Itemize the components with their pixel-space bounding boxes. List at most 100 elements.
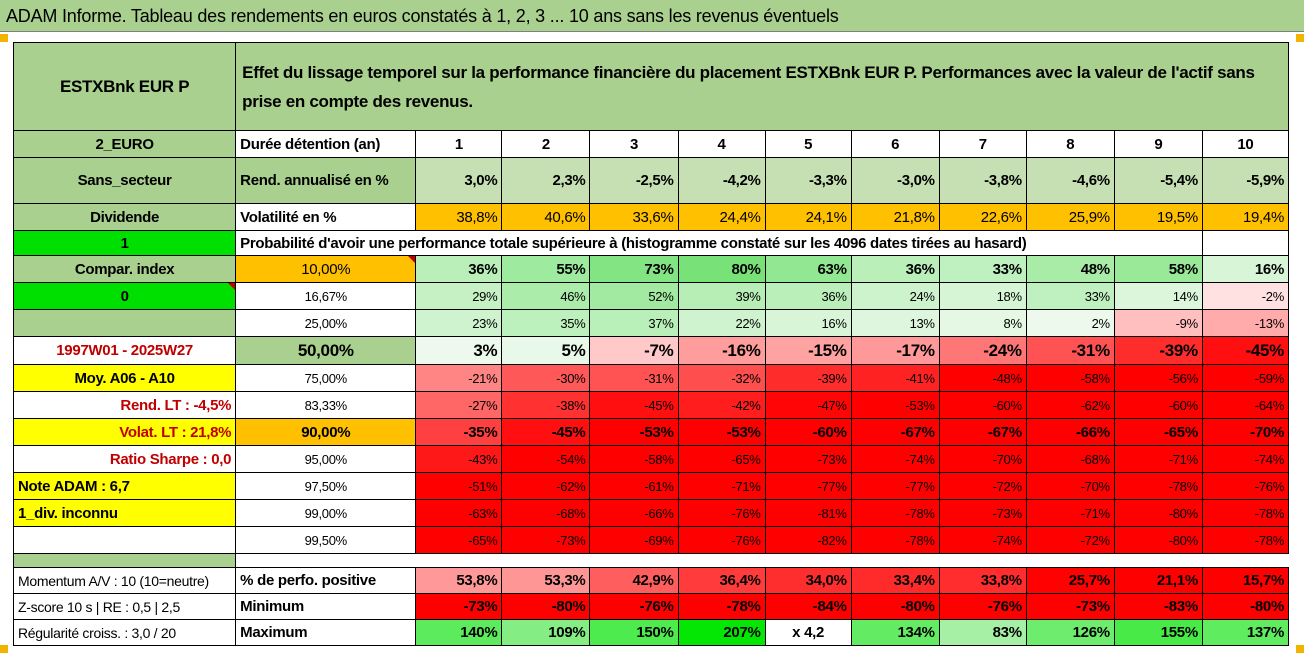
duration-header[interactable]: 1 — [415, 130, 503, 158]
quantile-value-cell[interactable]: -27% — [415, 391, 503, 419]
volatility-cell[interactable]: 24,4% — [677, 203, 766, 231]
quantile-value-cell[interactable]: -41% — [850, 364, 940, 392]
quantile-value-cell[interactable]: -39% — [764, 364, 852, 392]
quantile-value-cell[interactable]: -47% — [764, 391, 852, 419]
quantile-value-cell[interactable]: -68% — [1025, 445, 1115, 473]
stat-cell[interactable]: 33,4% — [850, 567, 940, 594]
row-side-label[interactable]: Compar. index — [12, 255, 237, 283]
annual-return-cell[interactable]: -2,5% — [589, 157, 679, 204]
volatility-cell[interactable]: 40,6% — [501, 203, 591, 231]
quantile-value-cell[interactable]: 33% — [938, 255, 1027, 283]
duration-header[interactable]: 10 — [1201, 130, 1290, 158]
quantile-value-cell[interactable]: -51% — [415, 472, 503, 500]
quantile-cell[interactable]: 97,50% — [235, 472, 417, 500]
stat-cell[interactable]: 25,7% — [1025, 567, 1115, 594]
row-side-label[interactable]: Dividende — [12, 203, 237, 231]
quantile-cell[interactable]: 99,50% — [235, 526, 417, 554]
quantile-value-cell[interactable]: -77% — [850, 472, 940, 500]
quantile-value-cell[interactable]: 36% — [764, 282, 852, 310]
row-label[interactable]: Durée détention (an) — [235, 130, 417, 158]
quantile-value-cell[interactable]: -58% — [589, 445, 679, 473]
duration-header[interactable]: 5 — [764, 130, 852, 158]
spacer-cell[interactable] — [12, 553, 237, 568]
stat-cell[interactable]: 134% — [850, 619, 940, 646]
quantile-value-cell[interactable]: -81% — [764, 499, 852, 527]
stat-cell[interactable]: -80% — [1201, 593, 1290, 620]
quantile-value-cell[interactable]: 55% — [501, 255, 591, 283]
quantile-value-cell[interactable]: -60% — [938, 391, 1027, 419]
row-side-label[interactable]: Z-score 10 s | RE : 0,5 | 2,5 — [12, 593, 237, 620]
quantile-value-cell[interactable]: 36% — [850, 255, 940, 283]
row-side-label[interactable] — [12, 309, 237, 337]
quantile-value-cell[interactable]: 18% — [938, 282, 1027, 310]
quantile-value-cell[interactable]: -76% — [677, 526, 766, 554]
row-side-label[interactable]: Note ADAM : 6,7 — [12, 472, 237, 500]
quantile-value-cell[interactable]: 48% — [1025, 255, 1115, 283]
quantile-cell[interactable]: 83,33% — [235, 391, 417, 419]
row-side-label[interactable]: Volat. LT : 21,8% — [12, 418, 237, 446]
quantile-value-cell[interactable]: -35% — [415, 418, 503, 446]
annual-return-cell[interactable]: -3,3% — [764, 157, 852, 204]
duration-header[interactable]: 8 — [1025, 130, 1115, 158]
quantile-value-cell[interactable]: -53% — [589, 418, 679, 446]
quantile-value-cell[interactable]: -80% — [1113, 499, 1203, 527]
row-side-label[interactable]: Moy. A06 - A10 — [12, 364, 237, 392]
quantile-value-cell[interactable]: -76% — [1201, 472, 1290, 500]
stat-cell[interactable]: 109% — [501, 619, 591, 646]
annual-return-cell[interactable]: 2,3% — [501, 157, 591, 204]
quantile-value-cell[interactable]: -65% — [1113, 418, 1203, 446]
stat-cell[interactable]: 83% — [938, 619, 1027, 646]
quantile-value-cell[interactable]: 22% — [677, 309, 766, 337]
row-label[interactable]: Volatilité en % — [235, 203, 417, 231]
quantile-value-cell[interactable]: -24% — [938, 336, 1027, 365]
quantile-value-cell[interactable]: -15% — [764, 336, 852, 365]
quantile-value-cell[interactable]: 33% — [1025, 282, 1115, 310]
quantile-value-cell[interactable]: -2% — [1201, 282, 1290, 310]
quantile-value-cell[interactable]: -53% — [850, 391, 940, 419]
stat-cell[interactable]: 53,8% — [415, 567, 503, 594]
row-side-label[interactable]: Sans_secteur — [12, 157, 237, 204]
fund-description[interactable]: Effet du lissage temporel sur la perform… — [235, 42, 1289, 131]
quantile-value-cell[interactable]: -68% — [501, 499, 591, 527]
stat-cell[interactable]: 53,3% — [501, 567, 591, 594]
quantile-value-cell[interactable]: 73% — [589, 255, 679, 283]
quantile-value-cell[interactable]: -73% — [938, 499, 1027, 527]
quantile-value-cell[interactable]: -71% — [1113, 445, 1203, 473]
empty-cell[interactable] — [1201, 230, 1290, 256]
quantile-value-cell[interactable]: 29% — [415, 282, 503, 310]
volatility-cell[interactable]: 33,6% — [589, 203, 679, 231]
quantile-value-cell[interactable]: -45% — [1201, 336, 1290, 365]
quantile-value-cell[interactable]: -64% — [1201, 391, 1290, 419]
row-label[interactable]: Maximum — [235, 619, 417, 646]
quantile-value-cell[interactable]: 3% — [415, 336, 503, 365]
row-side-label[interactable] — [12, 526, 237, 554]
quantile-value-cell[interactable]: -31% — [1025, 336, 1115, 365]
quantile-cell[interactable]: 16,67% — [235, 282, 417, 310]
quantile-value-cell[interactable]: 8% — [938, 309, 1027, 337]
quantile-value-cell[interactable]: 35% — [501, 309, 591, 337]
quantile-value-cell[interactable]: -70% — [1201, 418, 1290, 446]
quantile-value-cell[interactable]: -31% — [589, 364, 679, 392]
volatility-cell[interactable]: 24,1% — [764, 203, 852, 231]
quantile-value-cell[interactable]: -72% — [1025, 526, 1115, 554]
row-side-label[interactable]: 1997W01 - 2025W27 — [12, 336, 237, 365]
quantile-value-cell[interactable]: -71% — [1025, 499, 1115, 527]
quantile-cell[interactable]: 75,00% — [235, 364, 417, 392]
quantile-value-cell[interactable]: -65% — [677, 445, 766, 473]
annual-return-cell[interactable]: -5,9% — [1201, 157, 1290, 204]
quantile-value-cell[interactable]: -74% — [850, 445, 940, 473]
volatility-cell[interactable]: 22,6% — [938, 203, 1027, 231]
annual-return-cell[interactable]: -4,2% — [677, 157, 766, 204]
stat-cell[interactable]: -80% — [850, 593, 940, 620]
duration-header[interactable]: 7 — [938, 130, 1027, 158]
quantile-value-cell[interactable]: -9% — [1113, 309, 1203, 337]
duration-header[interactable]: 2 — [501, 130, 591, 158]
duration-header[interactable]: 3 — [589, 130, 679, 158]
quantile-value-cell[interactable]: -70% — [1025, 472, 1115, 500]
quantile-cell[interactable]: 99,00% — [235, 499, 417, 527]
row-side-label[interactable]: 2_EURO — [12, 130, 237, 158]
quantile-value-cell[interactable]: -66% — [1025, 418, 1115, 446]
stat-cell[interactable]: 15,7% — [1201, 567, 1290, 594]
fund-name[interactable]: ESTXBnk EUR P — [12, 42, 237, 131]
duration-header[interactable]: 9 — [1113, 130, 1203, 158]
